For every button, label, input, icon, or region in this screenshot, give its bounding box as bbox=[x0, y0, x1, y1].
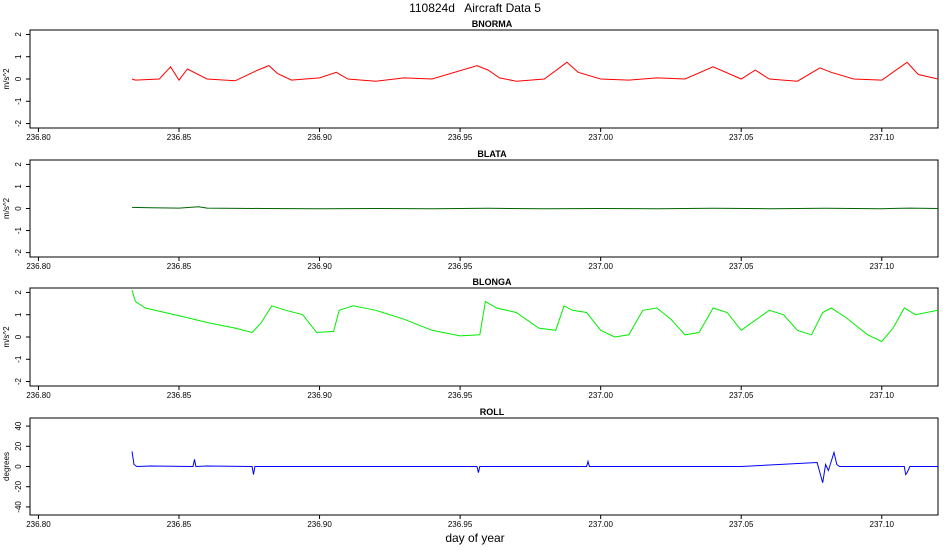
page-title: 110824d Aircraft Data 5 bbox=[409, 1, 541, 15]
panel-frame bbox=[29, 287, 939, 387]
y-axis-label: degrees bbox=[2, 452, 11, 481]
x-tick-label: 236.85 bbox=[167, 520, 192, 529]
series-line-0 bbox=[131, 450, 938, 483]
x-tick-label: 236.90 bbox=[307, 262, 332, 271]
y-tick-label: 0 bbox=[14, 464, 23, 469]
y-tick-label: -2 bbox=[14, 248, 23, 256]
x-tick-label: 237.05 bbox=[729, 391, 754, 400]
x-tick-label: 237.00 bbox=[588, 133, 613, 142]
x-tick-label: 236.80 bbox=[26, 262, 51, 271]
x-tick-label: 237.00 bbox=[588, 391, 613, 400]
y-tick-label: -1 bbox=[14, 226, 23, 234]
x-tick-label: 236.85 bbox=[167, 391, 192, 400]
x-tick-label: 236.95 bbox=[448, 391, 473, 400]
x-tick-label: 237.00 bbox=[588, 262, 613, 271]
y-tick-label: 1 bbox=[14, 184, 23, 189]
x-tick-label: 237.10 bbox=[870, 133, 895, 142]
panel-title: BLONGA bbox=[473, 277, 512, 287]
panel-title: BLATA bbox=[477, 149, 507, 159]
y-tick-label: 2 bbox=[14, 32, 23, 37]
y-tick-label: 20 bbox=[14, 441, 23, 450]
x-tick-label: 236.90 bbox=[307, 520, 332, 529]
x-tick-label: 236.90 bbox=[307, 391, 332, 400]
x-tick-label: 236.90 bbox=[307, 133, 332, 142]
y-tick-label: -2 bbox=[14, 377, 23, 385]
y-axis-label: m/s^2 bbox=[2, 197, 11, 219]
panel-1: BLATA m/s^2 236.80 236.85 236.90 236.95 237.00… bbox=[2, 149, 939, 271]
x-tick-label: 236.95 bbox=[448, 133, 473, 142]
y-axis-label: m/s^2 bbox=[2, 68, 11, 90]
x-tick-label: 237.05 bbox=[729, 133, 754, 142]
panel-3: ROLL degrees 236.80 236.85 236.90 236.95 237.0… bbox=[2, 407, 939, 529]
x-tick-label: 236.95 bbox=[448, 262, 473, 271]
panel-0: BNORMA m/s^2 236.80 236.85 236.90 236.95 237.0… bbox=[2, 19, 939, 142]
y-axis-label: m/s^2 bbox=[2, 326, 11, 348]
panel-title: ROLL bbox=[480, 407, 505, 417]
series-line-0 bbox=[131, 61, 938, 82]
x-tick-label: 236.80 bbox=[26, 520, 51, 529]
x-tick-label: 237.10 bbox=[870, 262, 895, 271]
x-tick-label: 237.10 bbox=[870, 391, 895, 400]
x-tick-label: 236.85 bbox=[167, 262, 192, 271]
y-tick-label: -1 bbox=[14, 97, 23, 105]
panel-title: BNORMA bbox=[472, 19, 513, 29]
y-tick-label: 0 bbox=[14, 334, 23, 339]
x-tick-label: 237.00 bbox=[588, 520, 613, 529]
series-line-0 bbox=[131, 290, 938, 343]
x-tick-label: 236.80 bbox=[26, 391, 51, 400]
y-tick-label: -2 bbox=[14, 119, 23, 127]
x-tick-label: 236.95 bbox=[448, 520, 473, 529]
x-tick-label: 236.85 bbox=[167, 133, 192, 142]
x-tick-label: 237.10 bbox=[870, 520, 895, 529]
y-tick-label: -1 bbox=[14, 355, 23, 363]
x-tick-label: 237.05 bbox=[729, 262, 754, 271]
y-tick-label: 2 bbox=[14, 290, 23, 295]
y-tick-label: -40 bbox=[14, 501, 23, 513]
x-axis-label: day of year bbox=[445, 531, 505, 545]
series-line-0 bbox=[131, 206, 938, 210]
y-tick-label: 1 bbox=[14, 312, 23, 317]
y-tick-label: 1 bbox=[14, 54, 23, 59]
x-tick-label: 237.05 bbox=[729, 520, 754, 529]
panel-2: BLONGA m/s^2 236.80 236.85 236.90 236.95 237.0… bbox=[2, 277, 939, 400]
y-tick-label: 2 bbox=[14, 162, 23, 167]
y-tick-label: 40 bbox=[14, 421, 23, 430]
x-tick-label: 236.80 bbox=[26, 133, 51, 142]
y-tick-label: -20 bbox=[14, 480, 23, 492]
y-tick-label: 0 bbox=[14, 206, 23, 211]
y-tick-label: 0 bbox=[14, 76, 23, 81]
